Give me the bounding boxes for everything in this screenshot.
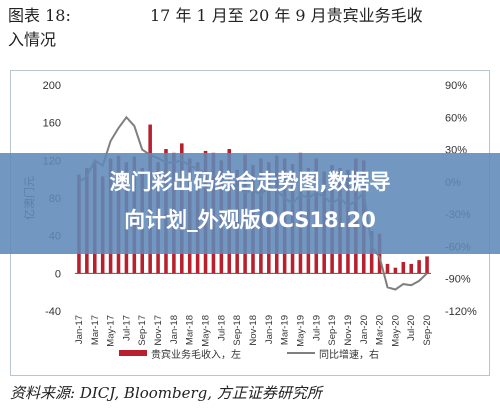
x-tick-label: Jul-17 bbox=[121, 315, 132, 341]
legend-line-label: 同比增速，右 bbox=[319, 348, 379, 361]
overlay-banner bbox=[0, 153, 500, 254]
y-tick-label: -40 bbox=[45, 306, 61, 318]
x-tick-label: May-20 bbox=[390, 315, 401, 347]
x-tick-label: Nov-18 bbox=[248, 315, 259, 346]
x-tick-label: Mar-17 bbox=[90, 315, 101, 345]
bar bbox=[393, 267, 398, 274]
figure-title-line1: 17 年 1 月至 20 年 9 月贵宾业务毛收 bbox=[150, 6, 423, 25]
bar bbox=[417, 260, 421, 274]
x-tick-label: Sep-19 bbox=[327, 315, 338, 346]
x-tick-label: May-18 bbox=[201, 315, 212, 347]
x-tick-label: May-19 bbox=[295, 315, 306, 347]
x-tick-label: Jan-17 bbox=[74, 315, 85, 344]
legend-bar-swatch bbox=[119, 350, 147, 356]
x-tick-label: Jul-20 bbox=[406, 315, 417, 341]
bar bbox=[425, 256, 429, 274]
x-tick-label: Sep-18 bbox=[232, 315, 243, 346]
figure-title: 图表 18: 17 年 1 月至 20 年 9 月贵宾业务毛收 入情况 bbox=[8, 4, 492, 52]
figure-title-line2: 入情况 bbox=[8, 30, 57, 49]
overlay-text: 澳门彩出码综合走势图,数据导 向计划_外观版OCS18.20 bbox=[0, 163, 500, 239]
y2-tick-label: 60% bbox=[445, 112, 467, 124]
y2-tick-label: -90% bbox=[445, 274, 471, 286]
x-tick-label: Jan-19 bbox=[264, 315, 275, 344]
legend-bar-label: 贵宾业务毛收入，左 bbox=[151, 348, 241, 361]
y2-tick-label: -120% bbox=[445, 306, 477, 318]
x-tick-label: Jan-20 bbox=[359, 315, 370, 344]
x-tick-label: Jul-19 bbox=[311, 315, 322, 341]
x-tick-label: Sep-17 bbox=[137, 315, 148, 346]
x-tick-label: Mar-20 bbox=[375, 315, 386, 345]
overlay-line2: 向计划_外观版OCS18.20 bbox=[124, 208, 376, 232]
figure-label: 图表 18: bbox=[8, 6, 71, 25]
x-tick-label: Mar-18 bbox=[185, 315, 196, 345]
bar bbox=[385, 263, 390, 274]
x-tick-label: Nov-17 bbox=[153, 315, 164, 346]
x-tick-label: May-17 bbox=[106, 315, 117, 347]
overlay-line1: 澳门彩出码综合走势图,数据导 bbox=[109, 170, 391, 194]
y-tick-label: 200 bbox=[43, 80, 61, 92]
source-note: 资料来源: DICJ, Bloomberg, 方正证券研究所 bbox=[10, 384, 322, 402]
y-tick-label: 0 bbox=[55, 268, 61, 280]
y2-tick-label: 90% bbox=[445, 80, 467, 92]
x-tick-label: Nov-19 bbox=[343, 315, 354, 346]
x-tick-label: Jan-18 bbox=[169, 315, 180, 344]
bar bbox=[401, 262, 406, 274]
x-tick-label: Jul-18 bbox=[216, 315, 227, 341]
x-tick-label: Mar-19 bbox=[280, 315, 291, 345]
bar bbox=[409, 263, 414, 274]
x-tick-label: Sep-20 bbox=[422, 315, 433, 346]
y-tick-label: 160 bbox=[43, 118, 61, 130]
